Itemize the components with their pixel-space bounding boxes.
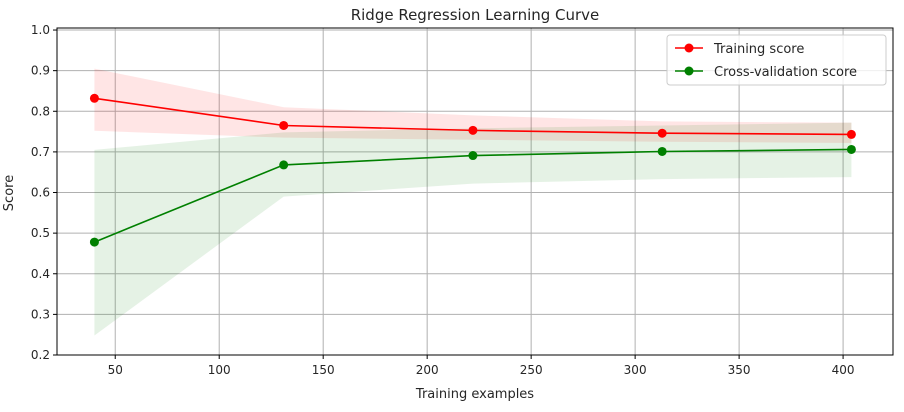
y-tick-label: 0.7 <box>31 145 50 159</box>
x-axis-label: Training examples <box>415 387 534 402</box>
legend-marker <box>684 66 694 76</box>
series-0-point <box>279 120 289 130</box>
y-tick-label: 0.5 <box>31 226 50 240</box>
axis-ticks: 50 100 150 200 250 300 350 400 0.2 0.3 0.4 0.5 0.6 0.… <box>31 23 855 377</box>
x-tick-label: 100 <box>208 363 231 377</box>
series-0-point <box>468 125 478 135</box>
x-tick-label: 300 <box>624 363 647 377</box>
series-1-point <box>846 144 856 154</box>
series-1-point <box>89 237 99 247</box>
series-0-point <box>846 129 856 139</box>
confidence-bands <box>94 68 852 336</box>
legend-label: Training score <box>713 42 804 57</box>
plot-frame <box>56 27 894 356</box>
y-tick-label: 0.8 <box>31 104 50 118</box>
legend-label: Cross-validation score <box>714 65 857 80</box>
y-tick-label: 0.4 <box>31 267 50 281</box>
y-tick-label: 0.3 <box>31 307 50 321</box>
x-tick-label: 400 <box>832 363 855 377</box>
y-tick-label: 0.6 <box>31 186 50 200</box>
x-tick-label: 150 <box>312 363 335 377</box>
legend-marker <box>684 43 694 53</box>
x-tick-label: 50 <box>108 363 123 377</box>
series-1-point <box>468 151 478 161</box>
legend: Training score Cross-validation score <box>666 34 887 86</box>
y-axis-label: Score <box>2 175 17 211</box>
x-tick-label: 350 <box>728 363 751 377</box>
series-1-band <box>94 122 852 336</box>
chart-title: Ridge Regression Learning Curve <box>351 6 600 24</box>
y-tick-label: 1.0 <box>31 23 50 37</box>
legend-box <box>666 34 887 86</box>
x-tick-label: 200 <box>416 363 439 377</box>
y-tick-label: 0.2 <box>31 348 50 362</box>
series-lines <box>89 93 856 247</box>
series-1-point <box>657 146 667 156</box>
series-0-point <box>89 93 99 103</box>
y-tick-label: 0.9 <box>31 64 50 78</box>
series-1-point <box>279 160 289 170</box>
x-tick-label: 250 <box>520 363 543 377</box>
series-0-point <box>657 128 667 138</box>
